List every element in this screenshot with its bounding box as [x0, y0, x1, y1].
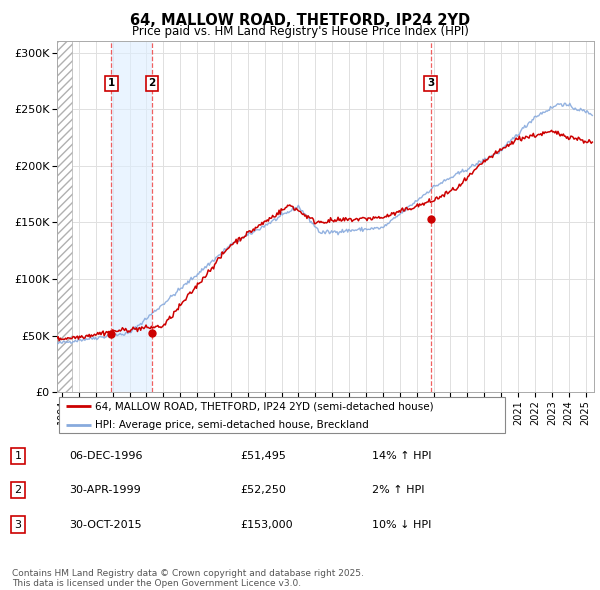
- Text: Price paid vs. HM Land Registry's House Price Index (HPI): Price paid vs. HM Land Registry's House …: [131, 25, 469, 38]
- Text: 1: 1: [14, 451, 22, 461]
- Text: 14% ↑ HPI: 14% ↑ HPI: [372, 451, 431, 461]
- Bar: [112, 41, 152, 392]
- Text: 10% ↓ HPI: 10% ↓ HPI: [372, 520, 431, 529]
- Text: 3: 3: [427, 78, 434, 88]
- Text: 06-DEC-1996: 06-DEC-1996: [69, 451, 143, 461]
- Text: Contains HM Land Registry data © Crown copyright and database right 2025.
This d: Contains HM Land Registry data © Crown c…: [12, 569, 364, 588]
- Text: 30-APR-1999: 30-APR-1999: [69, 486, 141, 495]
- Text: 2: 2: [148, 78, 155, 88]
- Text: £52,250: £52,250: [240, 486, 286, 495]
- Text: 1: 1: [108, 78, 115, 88]
- Text: 3: 3: [14, 520, 22, 529]
- Text: £153,000: £153,000: [240, 520, 293, 529]
- Text: 2: 2: [14, 486, 22, 495]
- FancyBboxPatch shape: [59, 397, 505, 434]
- Text: HPI: Average price, semi-detached house, Breckland: HPI: Average price, semi-detached house,…: [95, 419, 369, 430]
- Text: 2% ↑ HPI: 2% ↑ HPI: [372, 486, 425, 495]
- Text: 30-OCT-2015: 30-OCT-2015: [69, 520, 142, 529]
- Text: £51,495: £51,495: [240, 451, 286, 461]
- Text: 64, MALLOW ROAD, THETFORD, IP24 2YD: 64, MALLOW ROAD, THETFORD, IP24 2YD: [130, 13, 470, 28]
- Text: 64, MALLOW ROAD, THETFORD, IP24 2YD (semi-detached house): 64, MALLOW ROAD, THETFORD, IP24 2YD (sem…: [95, 401, 434, 411]
